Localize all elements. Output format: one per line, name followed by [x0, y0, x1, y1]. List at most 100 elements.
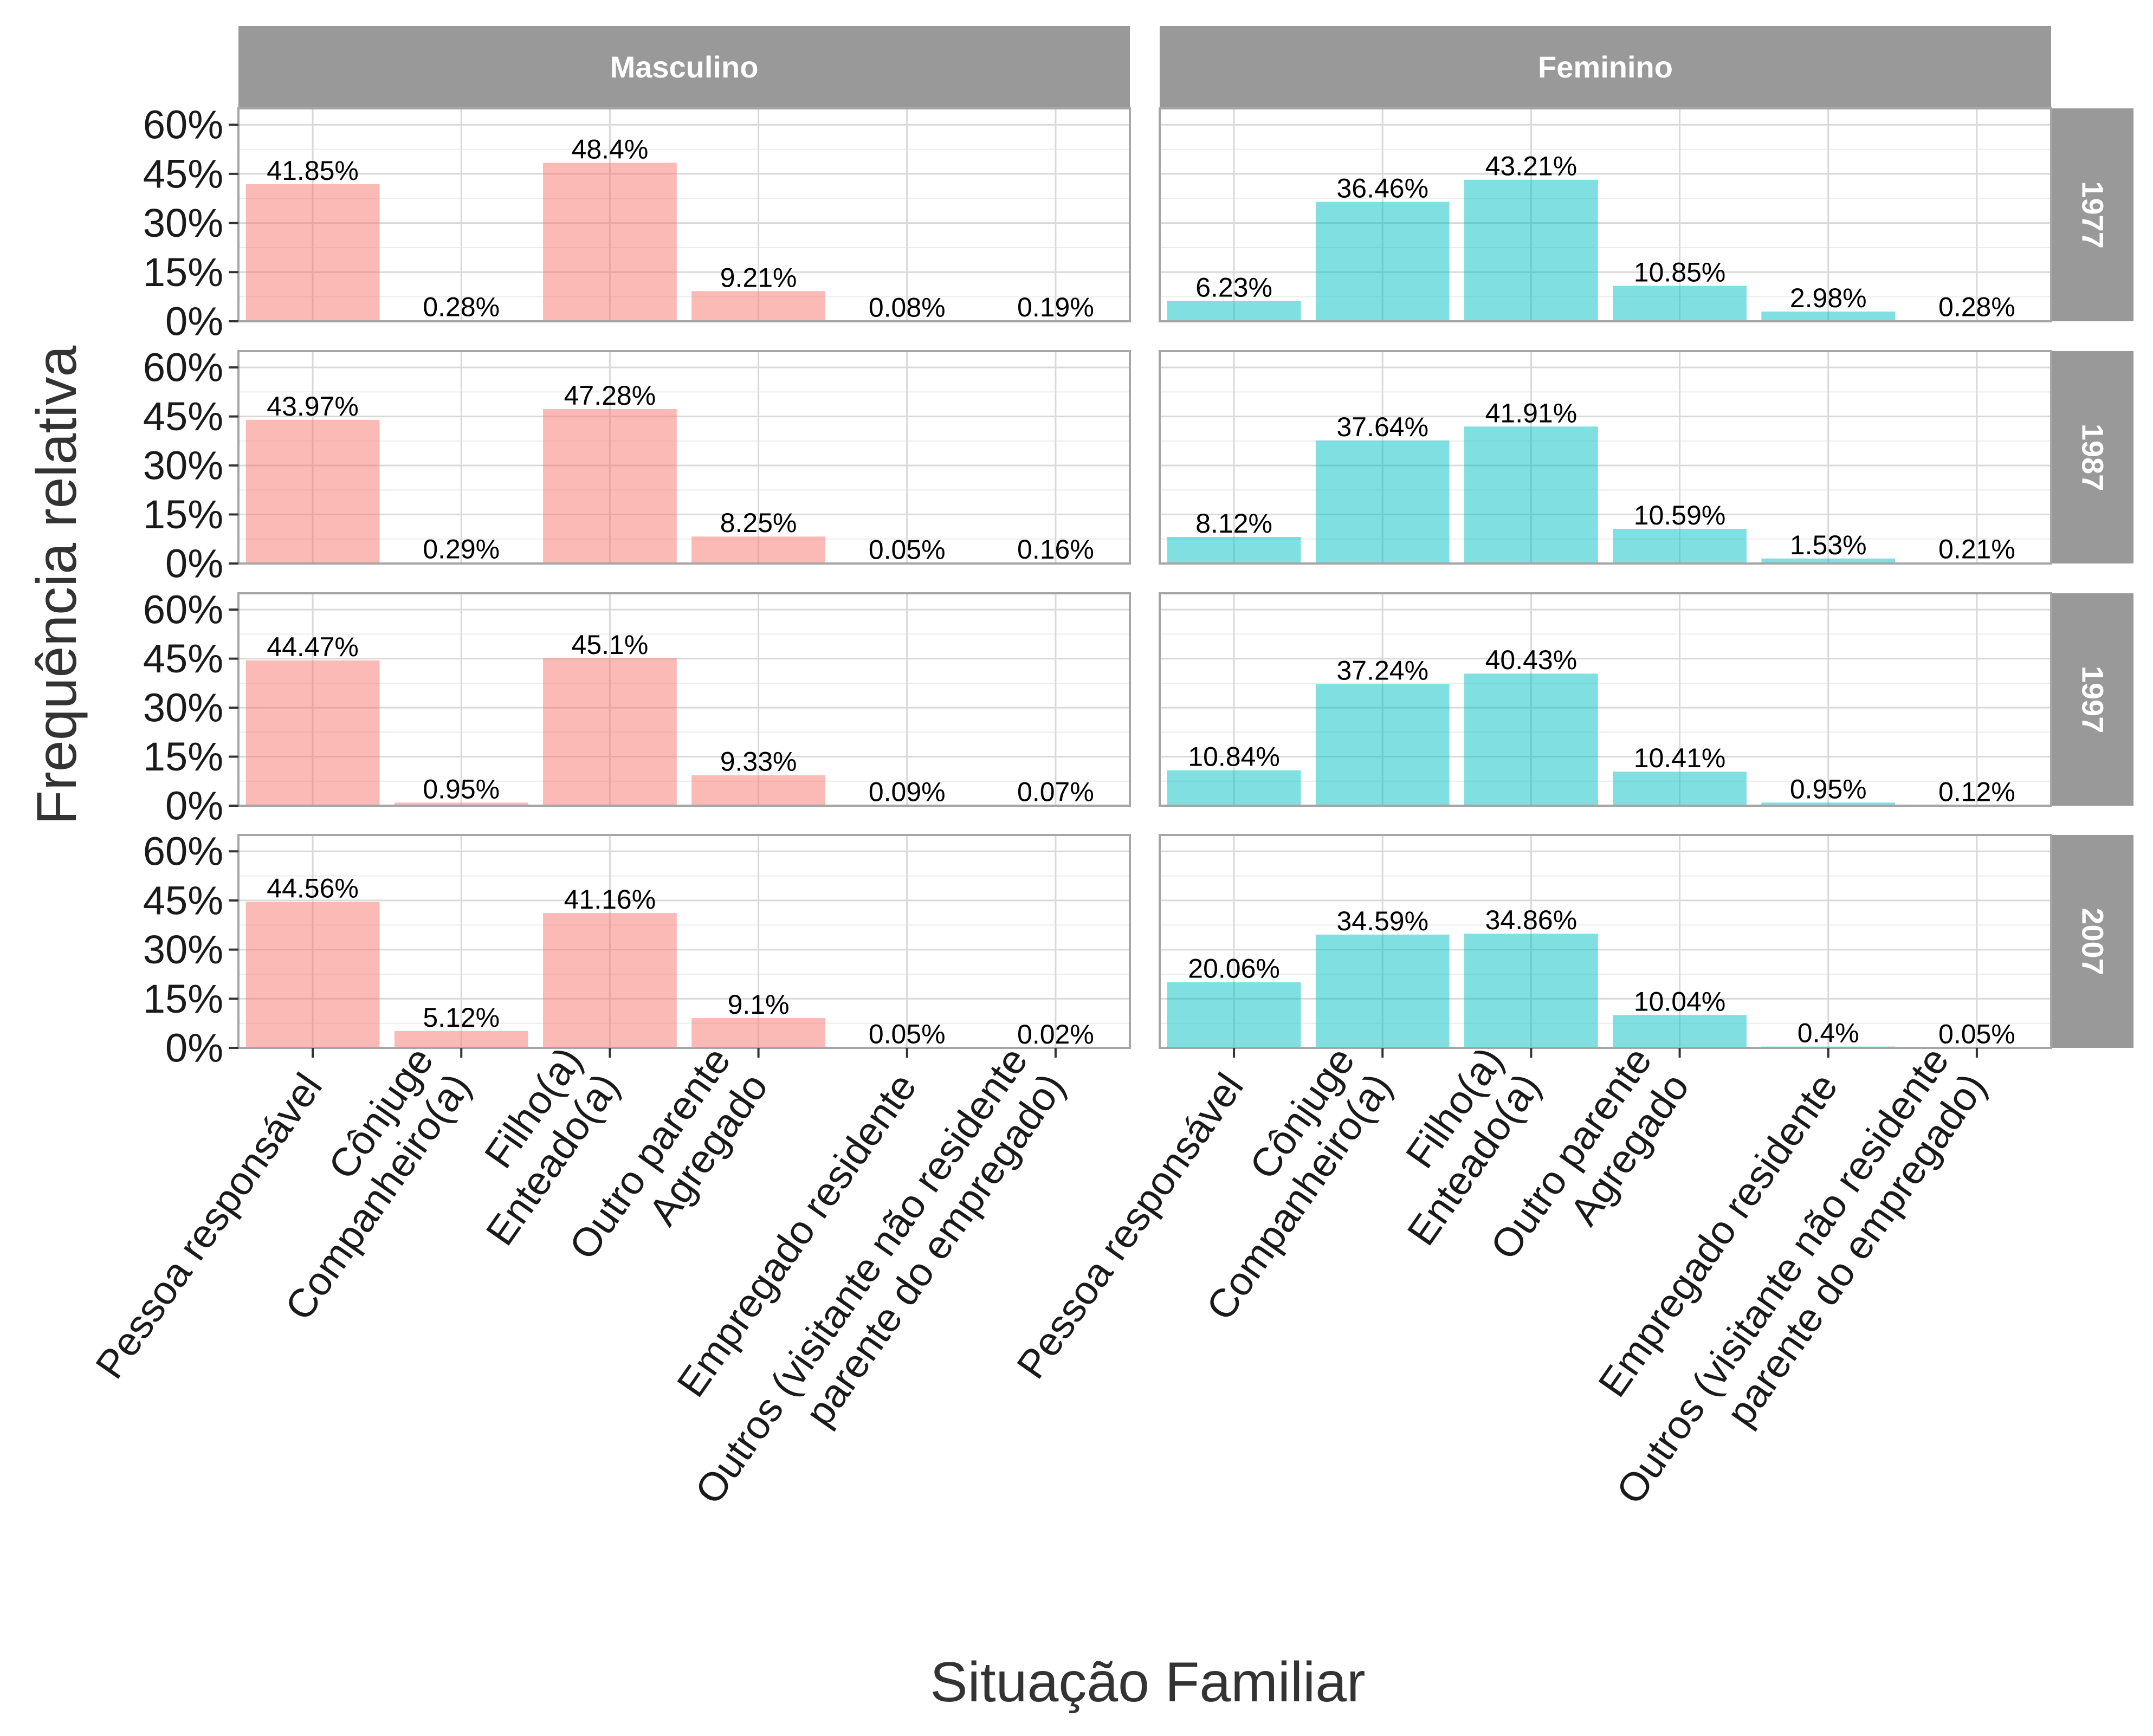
- data-label: 0.05%: [869, 535, 946, 565]
- data-label: 9.33%: [720, 747, 797, 777]
- panel-masculino-1997: 44.47% 0.95% 45.1% 9.33% 0.09% 0.07%: [237, 592, 1131, 807]
- y-tick-label: 0%: [165, 541, 223, 586]
- y-axis-title: Frequência relativa: [25, 346, 88, 825]
- data-label: 37.64%: [1336, 412, 1428, 442]
- panel-background: [238, 835, 1130, 1048]
- data-label: 0.95%: [1790, 774, 1867, 804]
- y-tick-label: 0%: [165, 299, 223, 344]
- y-tick-label: 0%: [165, 783, 223, 828]
- y-tick-label: 60%: [143, 829, 223, 874]
- facet-strips: Masculino Feminino 1977 1987 1997 2007: [238, 26, 2133, 1048]
- bar-feminino-1977-4: [1761, 311, 1896, 321]
- bar-feminino-1987-1: [1315, 441, 1450, 563]
- panel-masculino-1987: 43.97% 0.29% 47.28% 8.25% 0.05% 0.16%: [237, 350, 1131, 565]
- data-label: 0.4%: [1798, 1018, 1859, 1048]
- data-label: 47.28%: [564, 380, 656, 411]
- bar-feminino-1997-0: [1167, 770, 1301, 806]
- bar-feminino-2007-0: [1167, 982, 1301, 1048]
- bar-feminino-1997-4: [1761, 802, 1896, 806]
- data-label: 45.1%: [572, 630, 649, 660]
- bar-masculino-1987-2: [543, 409, 677, 563]
- panel-masculino-1977: 41.85% 0.28% 48.4% 9.21% 0.08% 0.19%: [237, 107, 1131, 323]
- panel-background: [238, 108, 1130, 321]
- panel-border: [1159, 107, 2052, 322]
- strip-year-1977: [2052, 108, 2133, 321]
- data-label: 41.85%: [267, 156, 359, 186]
- panel-background: [1160, 351, 2051, 563]
- data-label: 44.56%: [267, 873, 359, 904]
- data-label: 0.19%: [1017, 292, 1094, 322]
- data-label: 0.21%: [1938, 534, 2015, 565]
- y-tick-label: 0%: [165, 1026, 223, 1071]
- y-tick-label: 30%: [143, 927, 223, 972]
- y-axes: 0%15%30%45%60%0%15%30%45%60%0%15%30%45%6…: [143, 102, 238, 1071]
- data-label: 9.21%: [720, 262, 797, 293]
- panel-feminino-1997: 10.84% 37.24% 40.43% 10.41% 0.95% 0.12%: [1159, 592, 2052, 807]
- panel-background: [238, 593, 1130, 806]
- panel-border: [237, 592, 1131, 807]
- panel-background: [1160, 108, 2051, 321]
- strip-masculino: [238, 26, 1130, 107]
- bar-masculino-1977-2: [543, 163, 677, 321]
- data-label: 10.84%: [1188, 742, 1280, 772]
- panel-feminino-1987: 8.12% 37.64% 41.91% 10.59% 1.53% 0.21%: [1159, 350, 2052, 565]
- data-label: 5.12%: [423, 1002, 500, 1033]
- bar-feminino-2007-2: [1464, 934, 1598, 1048]
- bar-feminino-1977-2: [1464, 179, 1598, 321]
- bar-feminino-1987-4: [1761, 558, 1896, 563]
- panel-border: [1159, 592, 2052, 807]
- y-tick-label: 45%: [143, 878, 223, 923]
- panel-border: [237, 350, 1131, 565]
- bar-masculino-2007-0: [245, 902, 380, 1048]
- panel-border: [1159, 350, 2052, 565]
- panel-border: [237, 107, 1131, 322]
- bar-feminino-1977-3: [1613, 286, 1747, 321]
- bar-feminino-2007-3: [1613, 1015, 1747, 1048]
- strip-label-year: 1987: [2076, 424, 2110, 491]
- bar-feminino-1977-0: [1167, 301, 1301, 321]
- data-label: 48.4%: [572, 134, 649, 164]
- y-tick-label: 45%: [143, 151, 223, 196]
- panel-border: [237, 834, 1131, 1049]
- bar-feminino-1987-0: [1167, 537, 1301, 563]
- data-label: 0.02%: [1017, 1019, 1094, 1050]
- y-axis-1997: 0%15%30%45%60%: [143, 587, 238, 828]
- bar-masculino-1997-1: [394, 802, 528, 806]
- y-tick-label: 45%: [143, 636, 223, 681]
- strip-label-feminino: Feminino: [1538, 50, 1673, 84]
- panel-border: [1159, 834, 2052, 1049]
- y-tick-label: 60%: [143, 102, 223, 147]
- data-label: 0.95%: [423, 774, 500, 804]
- data-label: 8.12%: [1195, 508, 1272, 539]
- y-axis-2007: 0% 15%30%45%60%: [143, 829, 238, 1071]
- bar-feminino-1997-2: [1464, 673, 1598, 806]
- strip-year-1987: [2052, 351, 2133, 563]
- strip-year-2007: [2052, 835, 2133, 1048]
- data-label: 0.07%: [1017, 777, 1094, 807]
- data-label: 0.16%: [1017, 534, 1094, 565]
- strip-feminino: [1160, 26, 2051, 107]
- panel-background: [1160, 593, 2051, 806]
- bar-masculino-1987-3: [691, 536, 825, 563]
- data-label: 0.29%: [423, 534, 500, 564]
- data-label: 1.53%: [1790, 530, 1867, 560]
- data-label: 0.05%: [1938, 1019, 2015, 1050]
- y-axis-1977: 0%15% 30%45%60%: [143, 102, 238, 344]
- y-tick-label: 45%: [143, 394, 223, 439]
- x-axis-title: Situação Familiar: [930, 1651, 1365, 1714]
- bar-masculino-1997-0: [245, 660, 380, 806]
- strip-year-1997: [2052, 593, 2133, 806]
- y-tick-label: 60%: [143, 345, 223, 390]
- bar-masculino-2007-3: [691, 1018, 825, 1048]
- strip-label-masculino: Masculino: [610, 50, 759, 84]
- y-axis-1987: 0%15%30%45%60%: [143, 345, 238, 586]
- bar-masculino-1997-3: [691, 775, 825, 806]
- bar-feminino-1987-2: [1464, 426, 1598, 563]
- y-tick-label: 15%: [143, 492, 223, 537]
- data-label: 41.16%: [564, 884, 656, 915]
- data-label: 6.23%: [1195, 272, 1272, 302]
- data-label: 40.43%: [1485, 645, 1577, 675]
- strip-label-year: 2007: [2076, 908, 2110, 975]
- data-label: 0.09%: [869, 776, 946, 807]
